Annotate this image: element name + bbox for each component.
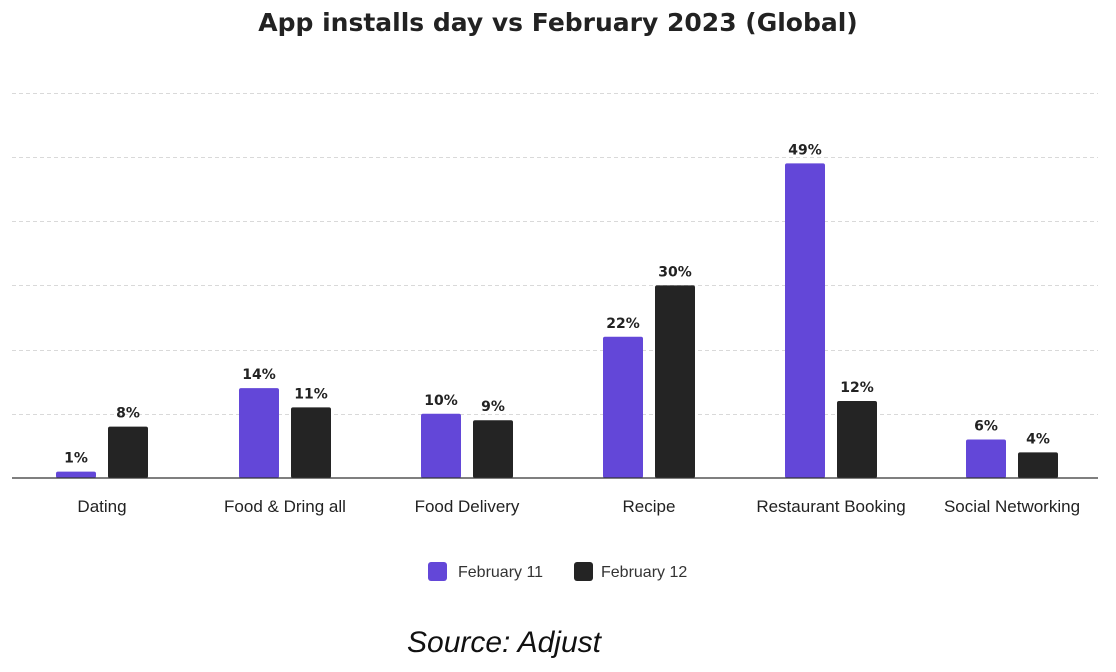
source-note: Source: Adjust	[407, 626, 603, 659]
category-label: Recipe	[623, 497, 676, 516]
bar-feb11-0	[56, 471, 96, 478]
gridlines	[12, 93, 1098, 415]
bar-feb11-1	[239, 388, 279, 478]
legend-swatch	[428, 562, 447, 581]
bar-feb12-2	[473, 420, 513, 478]
bar-feb12-4	[837, 400, 877, 478]
data-labels: 1% 14% 10% 22% 49% 6% 8% 11% 9% 30% 12% 4%	[64, 142, 1050, 466]
data-label: 9%	[481, 399, 505, 415]
data-label: 12%	[840, 380, 874, 396]
data-label: 10%	[424, 393, 458, 409]
legend-swatch	[574, 562, 593, 581]
data-label: 14%	[242, 367, 276, 383]
data-label: 22%	[606, 316, 640, 332]
bar-feb11-4	[785, 163, 825, 479]
category-label: Restaurant Booking	[756, 497, 905, 516]
bar-feb11-3	[603, 336, 643, 478]
bar-feb11-2	[421, 413, 461, 478]
chart-title: App installs day vs February 2023 (Globa…	[258, 8, 858, 37]
legend-label: February 11	[458, 564, 543, 581]
category-label: Food & Dring all	[224, 497, 346, 516]
category-label: Dating	[77, 497, 126, 516]
bar-feb12-1	[291, 407, 331, 478]
data-label: 4%	[1026, 431, 1050, 447]
data-label: 1%	[64, 451, 88, 467]
data-label: 6%	[974, 418, 998, 434]
legend: February 11 February 12	[428, 562, 687, 581]
bar-feb12-0	[108, 426, 148, 478]
data-label: 49%	[788, 142, 822, 158]
data-label: 30%	[658, 264, 692, 280]
legend-label: February 12	[601, 564, 687, 581]
bar-feb11-5	[966, 439, 1006, 478]
data-label: 8%	[116, 406, 140, 422]
category-label: Social Networking	[944, 497, 1080, 516]
bars	[56, 163, 1058, 479]
data-label: 11%	[294, 386, 328, 402]
category-label: Food Delivery	[415, 497, 520, 516]
category-labels: Dating Food & Dring all Food Delivery Recip…	[77, 497, 1080, 516]
bar-feb12-3	[655, 285, 695, 478]
bar-feb12-5	[1018, 452, 1058, 478]
